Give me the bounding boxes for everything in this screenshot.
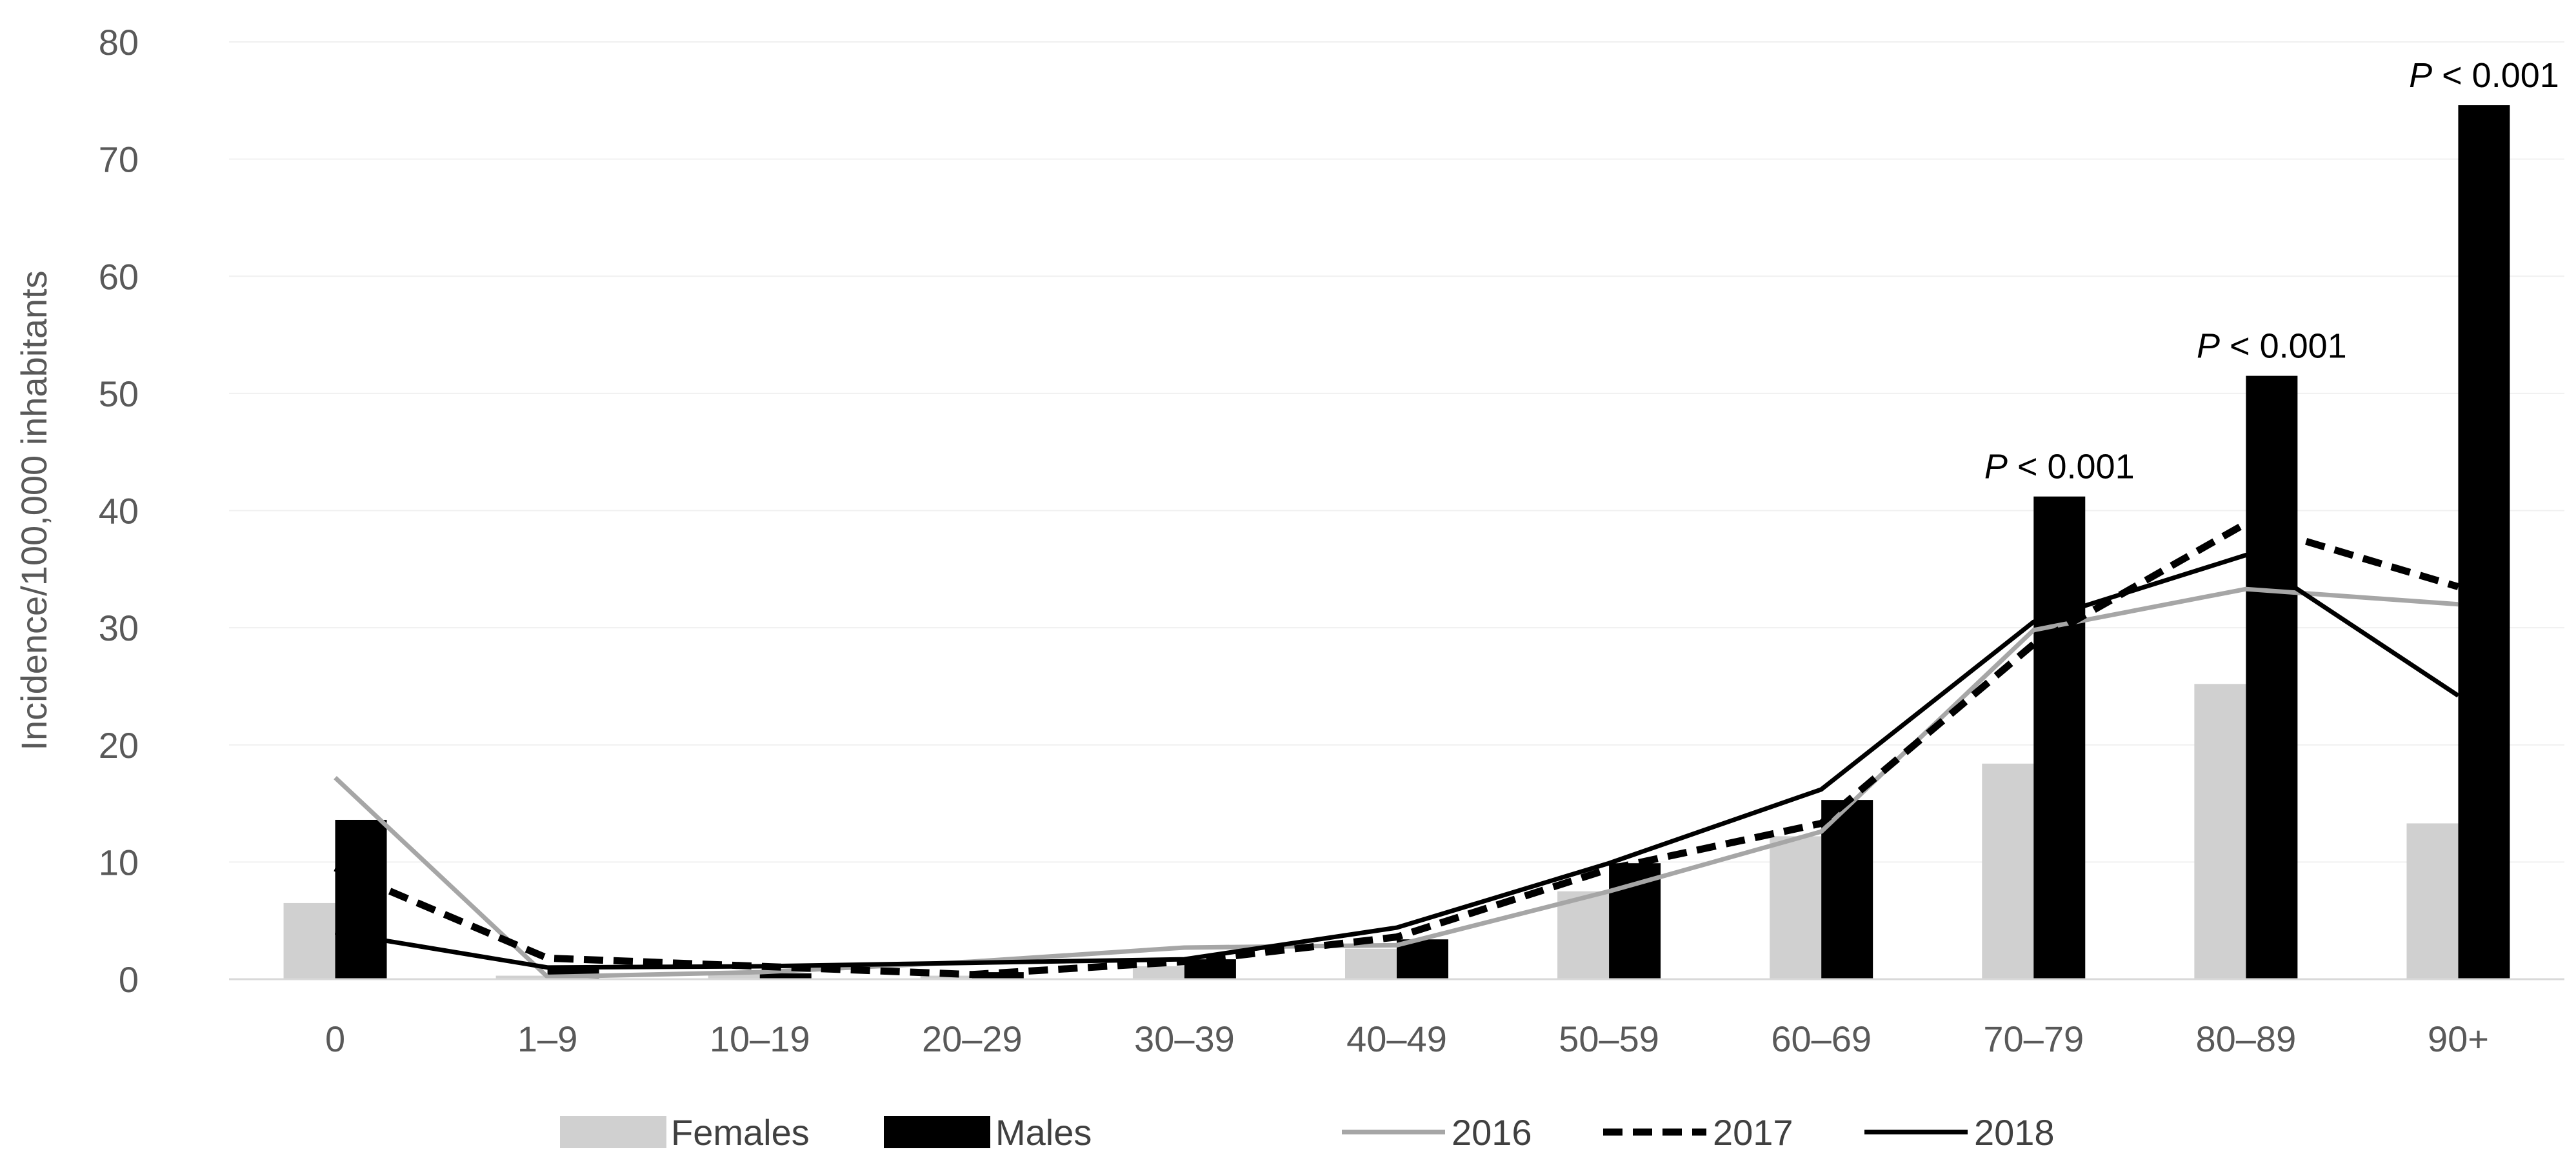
x-tick-label: 60–69 — [1771, 1019, 1872, 1059]
bar-females — [495, 975, 548, 979]
legend-swatch-males — [884, 1116, 990, 1148]
legend-label-males: Males — [995, 1112, 1092, 1153]
line-series-2016 — [334, 586, 2459, 979]
bar-females — [1770, 836, 1822, 979]
y-tick-label: 40 — [99, 491, 139, 532]
y-axis-label: Incidence/100,000 inhabitants — [14, 270, 54, 750]
legend-swatch-females — [560, 1116, 666, 1148]
p-value-annotation: P < 0.001 — [2197, 327, 2347, 366]
y-tick-label: 30 — [99, 608, 139, 648]
bar-males — [972, 972, 1024, 979]
gridlines — [229, 41, 2564, 863]
legend-label-2018: 2018 — [1974, 1112, 2055, 1153]
bar-females — [1982, 763, 2034, 979]
bar-males — [2033, 496, 2086, 979]
bar-males — [759, 973, 812, 979]
lines — [334, 519, 2460, 979]
bar-males — [335, 819, 387, 979]
y-tick-label: 0 — [119, 959, 139, 1000]
y-tick-label: 20 — [99, 725, 139, 766]
annotations: P < 0.001 P < 0.001 P < 0.001 — [1984, 56, 2559, 486]
p-value-annotation: P < 0.001 — [1984, 448, 2135, 486]
bar-males — [2246, 375, 2298, 979]
bar-females — [2194, 684, 2246, 979]
y-tick-label: 50 — [99, 373, 139, 414]
bar-females — [1557, 891, 1610, 979]
bar-females — [1345, 948, 1397, 979]
x-tick-label: 30–39 — [1134, 1019, 1235, 1059]
bars — [283, 105, 2510, 979]
y-tick-label: 60 — [99, 256, 139, 297]
bar-females — [2406, 823, 2459, 979]
line-series-2018 — [334, 553, 2460, 970]
y-tick-label: 10 — [99, 842, 139, 882]
x-tick-label: 40–49 — [1346, 1019, 1447, 1059]
line-series-2017 — [334, 519, 2460, 979]
y-tick-label: 80 — [99, 22, 139, 63]
legend-label-females: Females — [671, 1112, 810, 1153]
x-tick-label: 10–19 — [710, 1019, 810, 1059]
axes: 0 10 20 30 40 50 60 70 80 0 1–9 10–19 20–29 30–39 40–4… — [14, 22, 2564, 1059]
bar-males — [1397, 939, 1448, 979]
bar-males — [2458, 105, 2510, 979]
bar-males — [1821, 800, 1873, 979]
bar-females — [708, 974, 760, 979]
x-tick-label: 1–9 — [517, 1019, 577, 1059]
bar-females — [1132, 966, 1184, 979]
y-tick-label: 70 — [99, 139, 139, 180]
x-tick-label: 0 — [325, 1019, 345, 1059]
x-tick-label: 80–89 — [2195, 1019, 2296, 1059]
x-tick-label: 20–29 — [922, 1019, 1023, 1059]
x-tick-label: 50–59 — [1559, 1019, 1659, 1059]
legend: Females Males 2016 2017 2018 — [560, 1112, 2055, 1153]
x-tick-label: 90+ — [2428, 1019, 2489, 1059]
bar-females — [283, 902, 335, 979]
legend-label-2016: 2016 — [1452, 1112, 1532, 1153]
legend-label-2017: 2017 — [1713, 1112, 1793, 1153]
p-value-annotation: P < 0.001 — [2409, 56, 2559, 95]
bar-females — [920, 975, 972, 979]
x-tick-label: 70–79 — [1983, 1019, 2084, 1059]
